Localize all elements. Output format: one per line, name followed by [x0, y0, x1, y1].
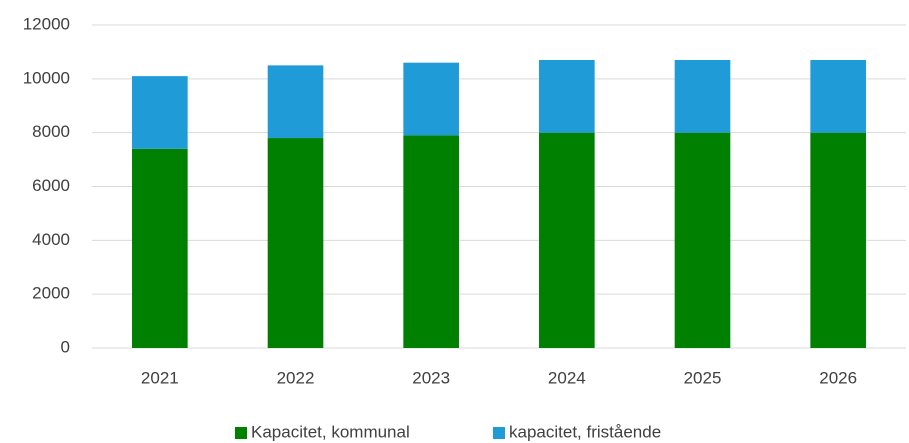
x-tick-label: 2026	[819, 368, 857, 387]
y-tick-label: 6000	[32, 176, 70, 195]
legend-swatch	[235, 427, 247, 439]
bar-segment	[267, 65, 324, 139]
legend-label: kapacitet, fristående	[509, 422, 661, 441]
bar-segment	[810, 59, 866, 133]
x-tick-label: 2023	[412, 368, 450, 387]
y-tick-label: 10000	[23, 68, 70, 87]
bar-segment	[539, 59, 595, 133]
y-tick-label: 8000	[32, 122, 70, 141]
x-tick-label: 2024	[548, 368, 586, 387]
x-tick-label: 2022	[277, 368, 315, 387]
legend-swatch	[493, 427, 505, 439]
bar-segment	[539, 132, 595, 348]
bar-segment	[810, 132, 866, 348]
bar-segment	[132, 148, 188, 348]
bar-segment	[674, 59, 731, 133]
bar-segment	[403, 62, 459, 136]
legend-label: Kapacitet, kommunal	[251, 422, 410, 441]
bar-segment	[132, 76, 188, 149]
bar-segment	[674, 132, 731, 348]
y-tick-label: 2000	[32, 284, 70, 303]
x-tick-label: 2021	[141, 368, 179, 387]
y-tick-label: 0	[61, 337, 70, 356]
bar-segment	[267, 138, 324, 348]
bar-segment	[403, 135, 459, 348]
x-tick-label: 2025	[684, 368, 722, 387]
y-tick-label: 12000	[23, 14, 70, 33]
y-tick-label: 4000	[32, 230, 70, 249]
